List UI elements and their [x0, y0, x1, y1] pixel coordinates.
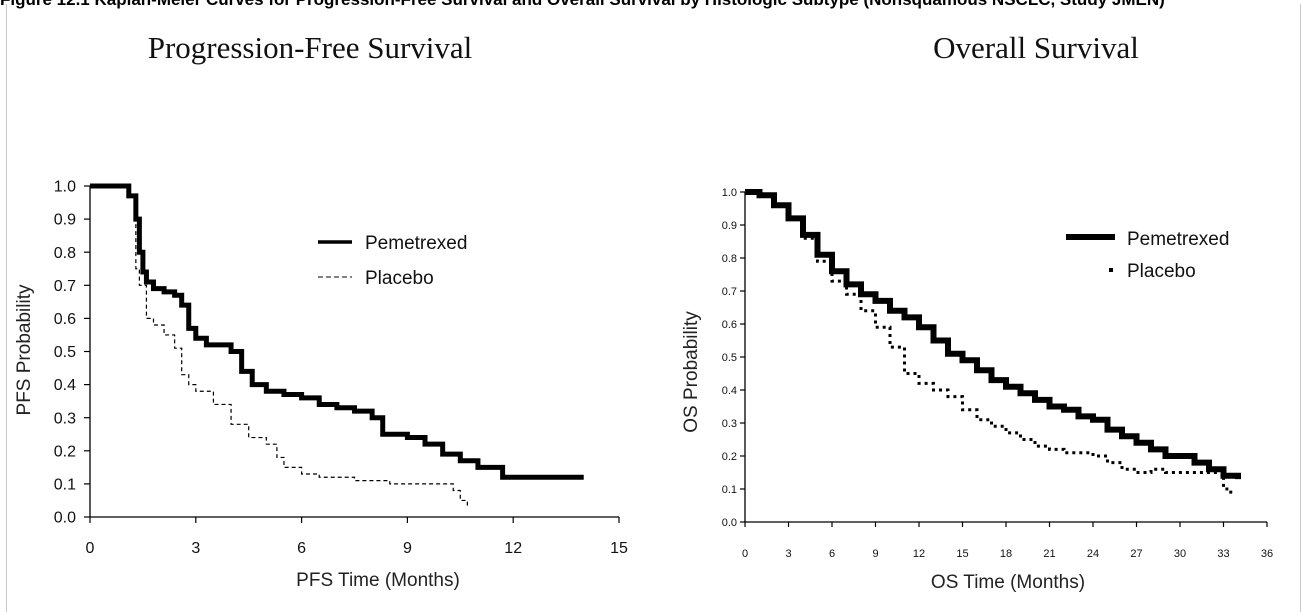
os-x-tick-label: 6	[829, 548, 835, 560]
os-legend-label-placebo: Placebo	[1127, 261, 1196, 282]
os-y-tick-label: 0.2	[722, 451, 737, 463]
os-x-tick-label: 24	[1087, 548, 1099, 560]
pfs-x-axis-label: PFS Time (Months)	[296, 570, 460, 591]
os-y-tick-label: 0.8	[722, 253, 737, 265]
os-x-tick-label: 30	[1174, 548, 1186, 560]
pfs-y-tick-label: 0.1	[54, 477, 76, 494]
os-x-tick-label: 36	[1261, 548, 1273, 560]
pfs-y-tick-label: 0.7	[54, 278, 76, 295]
os-x-tick-label: 27	[1130, 548, 1142, 560]
os-x-tick-label: 9	[872, 548, 878, 560]
os-y-tick-label: 0.0	[722, 517, 737, 529]
os-x-tick-label: 18	[1000, 548, 1012, 560]
os-x-tick-label: 21	[1043, 548, 1055, 560]
pfs-series-pemetrexed	[90, 183, 584, 480]
pfs-y-tick-label: 0.0	[54, 510, 76, 527]
os-legend: Pemetrexed Placebo	[1066, 229, 1229, 282]
os-y-tick-label: 0.4	[722, 385, 737, 397]
os-legend-swatch-placebo	[1109, 268, 1113, 272]
pfs-chart-title: Progression-Free Survival	[148, 30, 473, 65]
os-y-tick-label: 1.0	[722, 187, 737, 199]
os-y-tick-label: 0.5	[722, 352, 737, 364]
pfs-y-tick-label: 0.4	[54, 377, 76, 394]
pfs-y-axis-label: PFS Probability	[14, 284, 35, 415]
pfs-legend-label-pemetrexed: Pemetrexed	[365, 233, 467, 254]
pfs-x-tick-label: 9	[403, 540, 412, 557]
pfs-legend: Pemetrexed Placebo	[318, 233, 467, 289]
os-x-tick-label: 12	[913, 548, 925, 560]
pfs-panel: Progression-Free Survival PFS Time (Mont…	[14, 30, 628, 591]
pfs-x-tick-label: 12	[504, 540, 522, 557]
pfs-y-tick-label: 0.3	[54, 410, 76, 427]
pfs-y-tick-label: 0.5	[54, 344, 76, 361]
os-y-tick-label: 0.1	[722, 484, 737, 496]
pfs-legend-label-placebo: Placebo	[365, 268, 434, 289]
pfs-series-placebo	[90, 185, 468, 508]
os-y-tick-label: 0.9	[722, 220, 737, 232]
os-chart-title: Overall Survival	[933, 30, 1139, 65]
os-x-tick-label: 15	[956, 548, 968, 560]
os-x-axis-label: OS Time (Months)	[931, 572, 1085, 593]
os-y-tick-label: 0.6	[722, 319, 737, 331]
pfs-y-tick-label: 0.2	[54, 443, 76, 460]
os-x-tick-label: 33	[1217, 548, 1229, 560]
pfs-y-tick-label: 1.0	[54, 179, 76, 196]
os-x-tick-label: 0	[742, 548, 748, 560]
header-text: Figure 12.1 Kaplan-Meier Curves for Prog…	[0, 0, 1165, 10]
os-y-tick-label: 0.3	[722, 418, 737, 430]
pfs-x-tick-label: 6	[297, 540, 306, 557]
os-legend-label-pemetrexed: Pemetrexed	[1127, 229, 1229, 250]
pfs-y-tick-label: 0.6	[54, 311, 76, 328]
pfs-y-tick-label: 0.9	[54, 212, 76, 229]
pfs-x-tick-label: 15	[610, 540, 628, 557]
os-x-tick-label: 3	[785, 548, 791, 560]
os-y-tick-label: 0.7	[722, 286, 737, 298]
os-y-axis-label: OS Probability	[681, 311, 702, 433]
os-panel: Overall Survival OS Time (Months) OS Pro…	[681, 30, 1273, 593]
pfs-y-tick-label: 0.8	[54, 245, 76, 262]
os-series-pemetrexed	[745, 189, 1241, 480]
pfs-x-tick-label: 3	[191, 540, 200, 557]
header-text-strip: Figure 12.1 Kaplan-Meier Curves for Prog…	[0, 0, 1301, 10]
pfs-x-tick-label: 0	[86, 540, 95, 557]
